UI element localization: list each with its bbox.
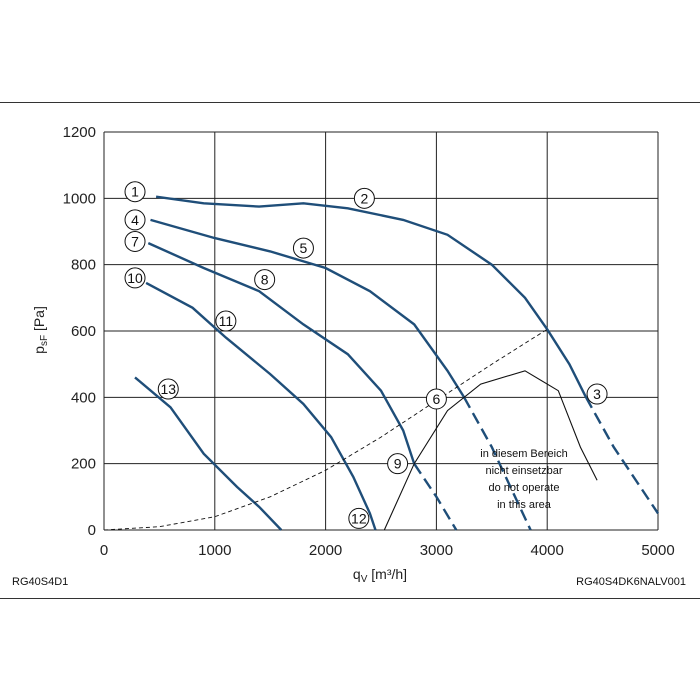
marker-label: 10 bbox=[127, 270, 143, 286]
marker-circle bbox=[292, 237, 314, 259]
x-axis-label-sub: V bbox=[361, 574, 368, 585]
curve-marker-8: 8 bbox=[254, 269, 276, 291]
curve-marker-2: 2 bbox=[353, 187, 375, 209]
marker-circle bbox=[124, 209, 146, 231]
y-axis-label-sub: sF bbox=[39, 335, 50, 346]
series-line-9-dashed bbox=[413, 463, 458, 531]
note-line: do not operate bbox=[489, 482, 560, 494]
note-line: in diesem Bereich bbox=[480, 448, 567, 460]
series-line-4-5-6 bbox=[150, 218, 466, 398]
x-tick-label: 4000 bbox=[531, 542, 564, 559]
marker-label: 2 bbox=[360, 190, 368, 206]
x-tick-label: 3000 bbox=[420, 542, 453, 559]
series-line-13 bbox=[134, 376, 283, 531]
x-tick-label: 2000 bbox=[309, 542, 342, 559]
curve-marker-5: 5 bbox=[292, 237, 314, 259]
y-tick-label: 200 bbox=[71, 456, 96, 473]
curves bbox=[103, 195, 659, 531]
x-tick-label: 0 bbox=[100, 542, 108, 559]
curve-marker-9: 9 bbox=[387, 453, 409, 475]
series-line-3-dashed bbox=[584, 396, 659, 515]
model-code-right: RG40S4DK6NALV001 bbox=[576, 576, 686, 588]
marker-label: 5 bbox=[300, 240, 308, 256]
y-tick-label: 1000 bbox=[63, 190, 96, 207]
marker-label: 6 bbox=[433, 391, 441, 407]
bottom-rule bbox=[0, 598, 700, 599]
marker-circle bbox=[124, 181, 146, 203]
marker-circle bbox=[157, 378, 179, 400]
x-tick-label: 1000 bbox=[198, 542, 231, 559]
y-tick-label: 0 bbox=[88, 522, 96, 539]
series-line-7-8-9 bbox=[147, 242, 416, 465]
y-tick-label: 600 bbox=[71, 323, 96, 340]
y-axis-label-unit: [Pa] bbox=[31, 306, 47, 335]
marker-circle bbox=[348, 507, 370, 529]
curve-marker-11: 11 bbox=[215, 310, 237, 332]
marker-circle bbox=[387, 453, 409, 475]
marker-label: 4 bbox=[131, 212, 139, 228]
x-axis-title: qV [m³/h] bbox=[353, 566, 407, 585]
marker-label: 9 bbox=[394, 456, 402, 472]
grid bbox=[103, 131, 659, 531]
marker-circle bbox=[124, 267, 146, 289]
curve-marker-6: 6 bbox=[425, 388, 447, 410]
y-axis-title: psF [Pa] bbox=[31, 306, 50, 354]
marker-label: 8 bbox=[261, 272, 269, 288]
curve-marker-3: 3 bbox=[586, 383, 608, 405]
marker-circle bbox=[425, 388, 447, 410]
marker-label: 13 bbox=[160, 381, 176, 397]
marker-circle bbox=[254, 269, 276, 291]
top-rule bbox=[0, 102, 700, 103]
x-axis-label-unit: [m³/h] bbox=[367, 566, 407, 582]
series-line-boundary-dashed bbox=[103, 328, 548, 531]
note-line: in this area bbox=[497, 499, 552, 511]
marker-label: 12 bbox=[351, 510, 367, 526]
y-tick-label: 1200 bbox=[63, 124, 96, 141]
curve-marker-1: 1 bbox=[124, 181, 146, 203]
curve-marker-7: 7 bbox=[124, 230, 146, 252]
curve-marker-10: 10 bbox=[124, 267, 146, 289]
series-line-boundary-solid bbox=[383, 370, 598, 531]
series-line-10-11-12 bbox=[145, 281, 377, 531]
marker-label: 3 bbox=[593, 386, 601, 402]
x-tick-label: 5000 bbox=[641, 542, 674, 559]
model-code-left: RG40S4D1 bbox=[12, 576, 69, 588]
marker-label: 7 bbox=[131, 233, 139, 249]
y-tick-label: 400 bbox=[71, 389, 96, 406]
x-axis-label-main: q bbox=[353, 566, 361, 582]
curve-marker-4: 4 bbox=[124, 209, 146, 231]
y-tick-label: 800 bbox=[71, 257, 96, 274]
marker-circle bbox=[215, 310, 237, 332]
series-line-6-dashed bbox=[463, 396, 532, 531]
marker-circle bbox=[586, 383, 608, 405]
series-line-1-2-3 bbox=[155, 195, 588, 398]
marker-label: 1 bbox=[131, 184, 139, 200]
no-operate-note: in diesem Bereich nicht einsetzbar do not … bbox=[480, 448, 567, 511]
curve-marker-12: 12 bbox=[348, 507, 370, 529]
marker-label: 11 bbox=[219, 313, 234, 329]
marker-circle bbox=[353, 187, 375, 209]
curve-marker-13: 13 bbox=[157, 378, 179, 400]
y-axis-label-main: p bbox=[31, 346, 47, 354]
tick-labels: 0 1000 2000 3000 4000 50000200400600800100012… bbox=[63, 124, 675, 559]
marker-circle bbox=[124, 230, 146, 252]
note-line: nicht einsetzbar bbox=[485, 465, 562, 477]
